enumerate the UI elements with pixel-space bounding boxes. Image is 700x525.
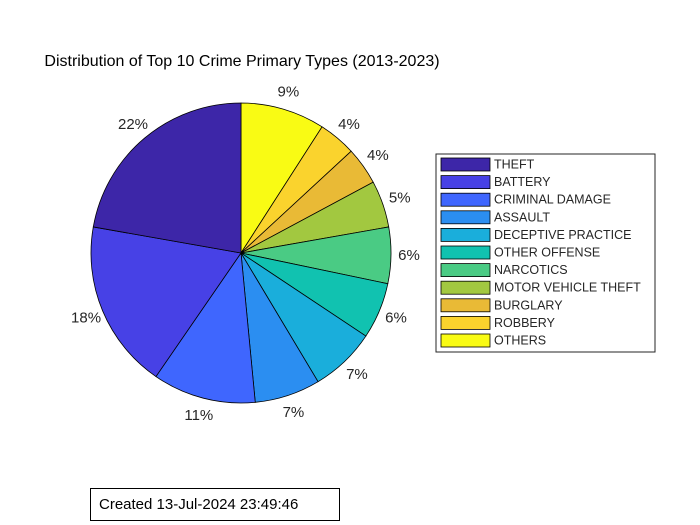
legend-label-motor-vehicle-theft: MOTOR VEHICLE THEFT [494,281,641,295]
pie-slice-battery [90,226,242,378]
legend-swatch-other-offense [440,245,491,260]
slice-label-battery: 18% [71,309,101,326]
legend-label-deceptive-practice: DECEPTIVE PRACTICE [494,228,632,242]
legend-label-other-offense: OTHER OFFENSE [494,246,600,260]
slice-label-theft: 22% [118,116,148,133]
legend-label-criminal-damage: CRIMINAL DAMAGE [494,193,611,207]
slice-label-narcotics: 6% [398,247,420,264]
pie-slice-criminal-damage [155,251,256,404]
legend-label-robbery: ROBBERY [494,316,556,330]
legend-label-theft: THEFT [494,158,535,172]
slice-label-assault: 7% [283,404,305,421]
pie-slice-theft [92,102,242,254]
legend-swatch-burglary [440,298,491,313]
legend-swatch-motor-vehicle-theft [440,280,491,295]
slice-label-motor-vehicle-theft: 5% [389,190,411,207]
legend: THEFT BATTERY CRIMINAL DAMAGE ASSAULT DECEPT… [435,153,656,353]
slice-label-criminal-damage: 11% [184,407,213,424]
pie-slices [90,102,392,404]
legend-swatch-deceptive-practice [440,227,491,242]
legend-label-narcotics: NARCOTICS [494,263,568,277]
slice-label-deceptive-practice: 7% [346,366,368,383]
legend-swatch-theft [440,157,491,172]
legend-label-assault: ASSAULT [494,210,550,224]
legend-swatch-narcotics [440,263,491,278]
pie-slice-others [240,102,323,255]
slice-label-others: 9% [277,83,299,100]
legend-label-battery: BATTERY [494,175,551,189]
legend-swatch-robbery [440,315,491,330]
creation-timestamp-annotation: Created 13-Jul-2024 23:49:46 [90,488,340,521]
pie-slice-labels: 9% 4% 4% 5% 6% 6% 7% 7% 11% 18% 22% [71,83,420,424]
legend-swatch-criminal-damage [440,192,491,207]
legend-swatch-others [440,333,491,348]
legend-swatch-battery [440,175,491,190]
legend-label-others: OTHERS [494,334,546,348]
legend-swatch-assault [440,210,491,225]
chart-title: Distribution of Top 10 Crime Primary Typ… [44,53,439,70]
slice-label-burglary: 4% [367,147,389,164]
slice-label-robbery: 4% [338,116,360,133]
legend-label-burglary: BURGLARY [494,298,563,312]
slice-label-other-offense: 6% [385,309,407,326]
